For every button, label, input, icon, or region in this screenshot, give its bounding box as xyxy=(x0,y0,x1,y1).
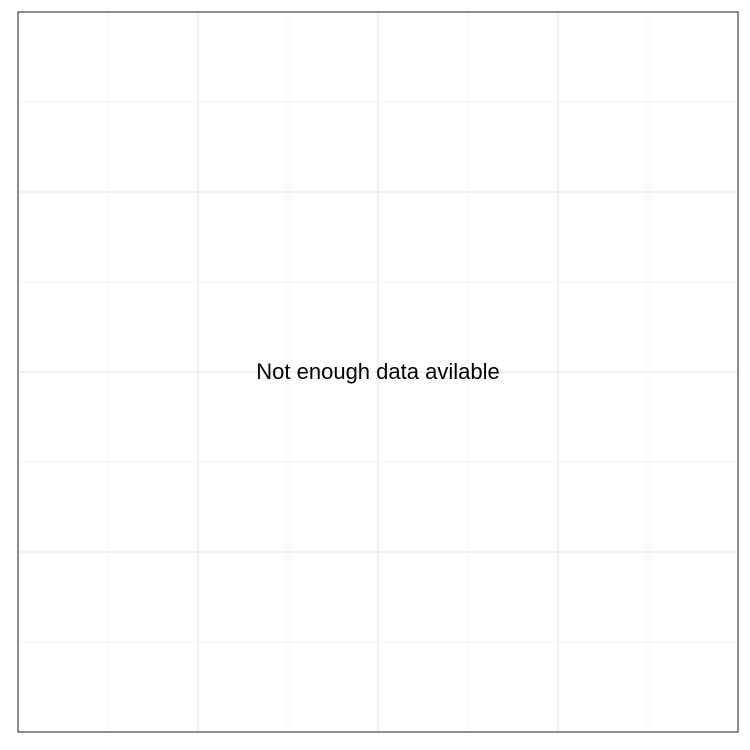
no-data-message: Not enough data avilable xyxy=(256,359,499,384)
panel-border xyxy=(17,11,739,733)
major-grid xyxy=(18,12,738,732)
